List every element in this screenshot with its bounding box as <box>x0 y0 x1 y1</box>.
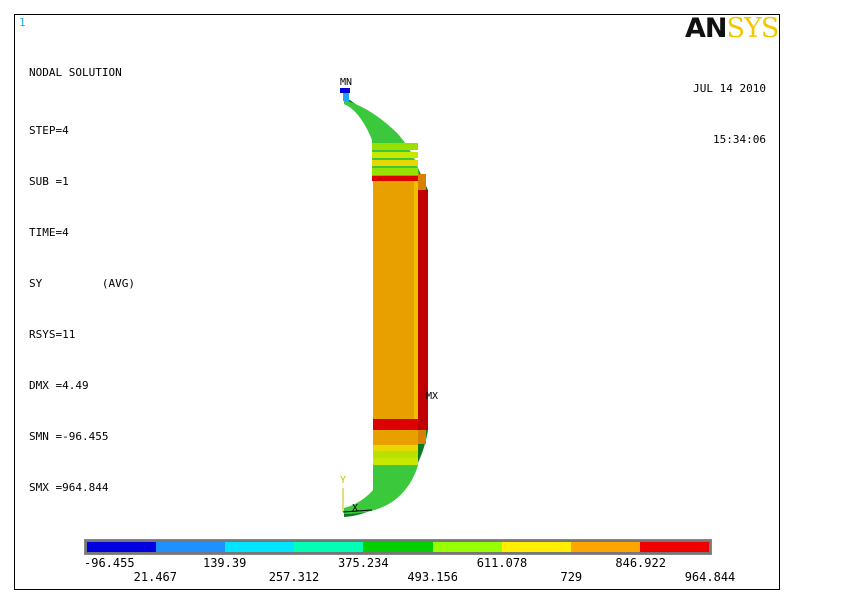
legend-tick-label: 493.156 <box>407 570 458 584</box>
contour-legend-bar <box>84 539 712 555</box>
cylinder-red-wall <box>418 190 428 430</box>
band-bot-1 <box>373 430 418 445</box>
wall-bot-accent <box>418 430 426 444</box>
legend-tick-label: 375.234 <box>338 556 389 570</box>
legend-swatch-0 <box>87 542 157 552</box>
cylinder-inner-edge <box>414 181 418 419</box>
legend-tick-label: -96.455 <box>84 556 135 570</box>
cylinder-body <box>373 181 416 419</box>
legend-swatch-4 <box>363 542 433 552</box>
legend-swatch-6 <box>501 542 571 552</box>
legend-tick-label: 257.312 <box>268 570 320 584</box>
info-dmx: DMX =4.49 <box>29 379 89 392</box>
axis-y-label: Y <box>340 475 347 486</box>
legend-swatch-2 <box>225 542 295 552</box>
ansys-logo: ANSYS <box>685 13 780 44</box>
band-top-red <box>372 176 418 181</box>
info-smn: SMN =-96.455 <box>29 430 109 443</box>
band-bot-4 <box>373 458 418 465</box>
axis-x-line <box>342 509 373 513</box>
legend-swatch-7 <box>570 542 640 552</box>
band-top-2 <box>372 152 418 158</box>
window-number: 1 <box>19 16 26 29</box>
date-label: JUL 14 2010 <box>693 82 766 95</box>
band-bot-red <box>373 419 418 430</box>
band-top-1 <box>372 143 418 150</box>
shell-top-dome <box>344 100 420 178</box>
info-rsys: RSYS=11 <box>29 328 76 341</box>
legend-tick-label: 611.078 <box>476 556 528 570</box>
min-node-cyan <box>343 93 349 101</box>
logo-sys: SYS <box>726 13 780 44</box>
min-node-blue <box>340 88 350 93</box>
axis-x-label: X <box>352 503 359 514</box>
info-sub: SUB =1 <box>29 175 69 188</box>
legend-tick-label: 846.922 <box>615 556 666 570</box>
shell-bottom-dome <box>344 465 418 514</box>
band-top-4 <box>372 168 418 175</box>
time-label: 15:34:06 <box>713 133 766 146</box>
legend-tick-label: 964.844 <box>684 570 736 584</box>
info-step: STEP=4 <box>29 124 69 137</box>
legend-swatch-3 <box>294 542 364 552</box>
legend-swatch-1 <box>156 542 226 552</box>
info-component: SY (AVG) <box>29 277 135 290</box>
band-bot-3 <box>373 451 418 458</box>
legend-tick-label: 729 <box>560 570 583 584</box>
band-bot-2 <box>373 445 418 451</box>
legend-swatch-5 <box>432 542 502 552</box>
min-marker-label: MN <box>340 77 353 88</box>
info-smx: SMX =964.844 <box>29 481 109 494</box>
max-marker-label: MX <box>426 391 439 402</box>
legend-swatch-8 <box>639 542 709 552</box>
info-time: TIME=4 <box>29 226 69 239</box>
info-title: NODAL SOLUTION <box>29 66 122 79</box>
legend-tick-label: 139.39 <box>202 556 247 570</box>
logo-an: AN <box>685 13 727 44</box>
wall-top-accent <box>418 174 426 190</box>
band-top-3 <box>372 160 418 166</box>
legend-tick-label: 21.467 <box>133 570 177 584</box>
solution-info-block: NODAL SOLUTION STEP=4 SUB =1 TIME=4 SY (… <box>29 30 135 513</box>
date-time-block: JUL 14 2010 15:34:06 <box>693 46 766 165</box>
